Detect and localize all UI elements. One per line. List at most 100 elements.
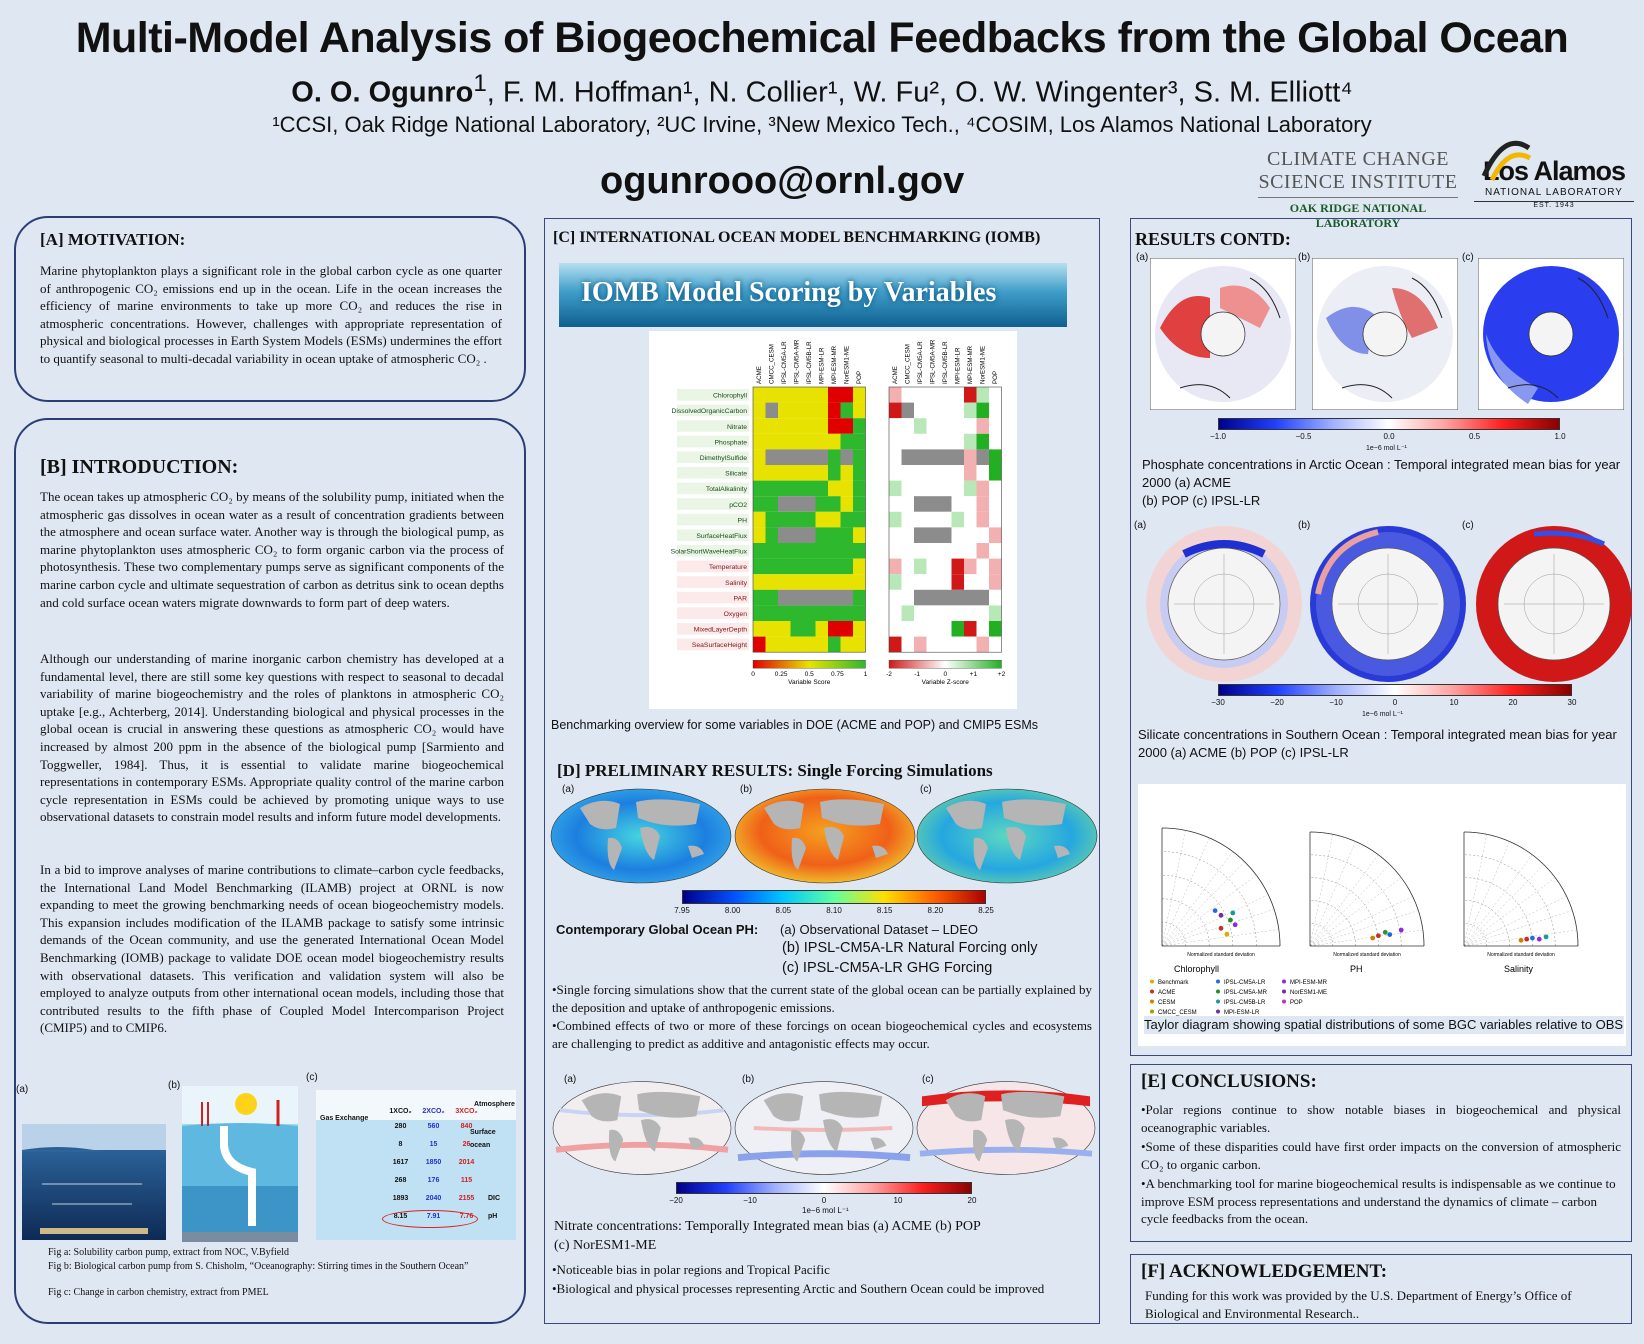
heatmap-score-cell [778, 589, 791, 606]
phosphate-colorbar-tick: −1.0 [1210, 432, 1226, 441]
heatmap-zscore-cell [889, 387, 902, 403]
heatmap-zscore-cell [914, 589, 927, 606]
heatmap-zscore-cell [939, 465, 952, 481]
lead-author-affil: 1 [473, 70, 487, 97]
heatmap-score-cell [828, 543, 841, 559]
heatmap-score-cell [815, 387, 828, 403]
conclusions-bullet-3: •A benchmarking tool for marine biogeoch… [1141, 1176, 1616, 1227]
heatmap-score-cell [778, 480, 791, 497]
introduction-p2: Although our understanding of marine ino… [40, 651, 504, 825]
taylor-std-arc [1463, 922, 1488, 947]
heatmap-zscore-cell [914, 558, 927, 575]
heatmap-score-cell [765, 589, 778, 606]
taylor-corr-line [1309, 854, 1379, 947]
heatmap-zscore-cell [901, 605, 914, 621]
ph-colorbar-tick: 8.10 [826, 906, 842, 915]
heatmap-score-cell [840, 387, 853, 403]
heatmap-score-cell [840, 543, 853, 559]
figc-cell: 1617 [392, 1159, 409, 1166]
taylor-corr-line [1463, 896, 1567, 947]
phos-b-label: (b) [1298, 252, 1311, 263]
silicate-colorbar-ticks: −30 −20 −10 0 10 20 30 [1211, 698, 1576, 710]
heatmap-score-cell [853, 621, 866, 637]
heatmap-zscore-cell [951, 418, 964, 434]
heatmap-score-cell [840, 433, 853, 450]
heatmap-score-cell [803, 589, 816, 606]
heatmap-label-bg [677, 482, 749, 495]
nitrate-map-acme [552, 1081, 732, 1175]
figc-cell: 1893 [392, 1195, 409, 1202]
contact-email[interactable]: ogunrooo@ornl.gov [600, 160, 965, 202]
taylor-std-arc [1309, 831, 1425, 947]
introduction-p3: In a bid to improve analyses of marine c… [40, 862, 504, 1036]
ccsi-logo-line2: SCIENCE INSTITUTE [1258, 171, 1458, 198]
heatmap-zscore-cell [951, 589, 964, 606]
taylor-corr-line [1161, 875, 1257, 947]
heatmap-score-cell [790, 449, 803, 465]
conclusions-bullet-2: •Some of these disparities could have fi… [1141, 1139, 1621, 1172]
silicate-map-ipsl [1476, 526, 1632, 682]
los-alamos-logo: Los Alamos NATIONAL LABORATORY EST. 1943 [1474, 136, 1634, 209]
heatmap-zscore-cell [951, 433, 964, 450]
figc-cell: 2155 [458, 1195, 475, 1202]
heatmap-score-cell [828, 574, 841, 590]
heatmap-score-cell [753, 418, 766, 434]
silicate-caption: Silicate concentrations in Southern Ocea… [1138, 727, 1617, 760]
intro-fig-b-label: (b) [168, 1080, 181, 1091]
heatmap-score-cell [853, 511, 866, 528]
heatmap-variable-label: PAR [734, 595, 748, 602]
heatmap-score-cell [753, 589, 766, 606]
phosphate-map-pop [1312, 258, 1458, 410]
taylor-legend-marker [1150, 989, 1154, 994]
nitrate-unit: 1e−6 mol L⁻¹ [802, 1206, 849, 1215]
heatmap-label-bg [677, 607, 749, 619]
heatmap-score-cell [790, 496, 803, 512]
heatmap-zscore-cell [914, 465, 927, 481]
heatmap-score-cell [853, 418, 866, 434]
affiliations: ¹CCSI, Oak Ridge National Laboratory, ²U… [272, 112, 1372, 137]
iomb-caption: Benchmarking overview for some variables… [551, 718, 1038, 732]
taylor-corr-line [1309, 841, 1356, 947]
heatmap-score-cell [803, 621, 816, 637]
heatmap-zscore-cell [901, 589, 914, 606]
taylor-corr-line [1463, 841, 1510, 947]
ph-map-observational [550, 788, 732, 884]
taylor-std-arc [1309, 854, 1402, 947]
heatmap-zscore-cell [951, 465, 964, 481]
ph-colorbar-tick: 8.20 [927, 906, 944, 915]
heatmap-zscore-cell [976, 636, 989, 653]
heatmap-score-cell [778, 387, 791, 403]
heatmap-score-cell [790, 465, 803, 481]
taylor-axis-label: Normalized standard deviation [1333, 952, 1401, 958]
heatmap-model-label: MPI-ESM-MR [967, 345, 974, 384]
heatmap-zscore-cell [926, 465, 939, 481]
heatmap-zscore-cell [914, 574, 927, 590]
heatmap-score-cell [815, 605, 828, 621]
heatmap-zscore-cell [976, 418, 989, 434]
heatmap-score-cell [840, 449, 853, 465]
score-colorbar [752, 660, 866, 669]
heatmap-score-cell [803, 418, 816, 434]
taylor-corr-line [1309, 910, 1419, 947]
taylor-corr-line [1161, 929, 1279, 947]
conclusions-title: [E] CONCLUSIONS: [1141, 1071, 1317, 1092]
heatmap-score-cell [815, 433, 828, 450]
heatmap-zscore-cell [951, 621, 964, 637]
heatmap-model-label: IPSL-CM5A-LR [781, 341, 788, 384]
heatmap-score-cell [815, 527, 828, 543]
heatmap-zscore-cell [939, 496, 952, 512]
heatmap-zscore-cell [901, 480, 914, 497]
heatmap-zscore-cell [951, 543, 964, 559]
heatmap-variable-label: Silicate [725, 471, 747, 478]
heatmap-score-cell [815, 543, 828, 559]
taylor-corr-line [1161, 830, 1186, 947]
silicate-colorbar-tick: 0 [1392, 698, 1398, 707]
figc-row-tag: DIC [488, 1195, 501, 1202]
heatmap-zscore-cell [889, 465, 902, 481]
taylor-std-arc [1463, 900, 1510, 947]
figc-cell: 840 [460, 1123, 473, 1130]
figc-cell: 176 [427, 1177, 440, 1184]
nitrate-bullet-1: •Noticeable bias in polar regions and Tr… [552, 1262, 830, 1277]
heatmap-score-cell [815, 496, 828, 512]
heatmap-zscore-cell [964, 527, 977, 543]
